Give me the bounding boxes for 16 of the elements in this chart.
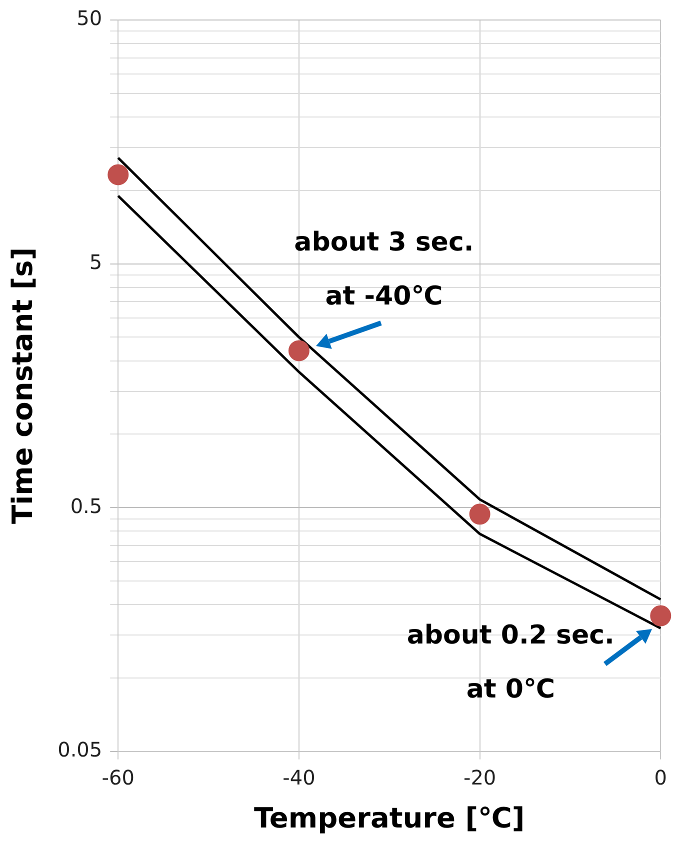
point xyxy=(650,605,672,626)
y-tick-label: 0.5 xyxy=(70,494,102,518)
point xyxy=(469,504,490,525)
annotation: about 3 sec. at -40℃ xyxy=(294,227,474,312)
y-tick-label: 0.05 xyxy=(58,738,102,762)
x-axis-title: Temperature [℃] xyxy=(254,801,525,834)
x-tick-label: -20 xyxy=(463,766,496,790)
y-tick-label: 50 xyxy=(76,6,102,30)
x-tick-label: 0 xyxy=(654,766,668,790)
y-axis-title: Time constant [s] xyxy=(6,247,40,524)
y-tick-label: 5 xyxy=(89,250,102,274)
annotation: about 0.2 sec. at 0℃ xyxy=(406,620,614,705)
x-tick-label: -40 xyxy=(282,766,316,790)
point xyxy=(288,340,310,362)
point xyxy=(108,164,129,186)
x-tick-label: -60 xyxy=(102,766,134,790)
